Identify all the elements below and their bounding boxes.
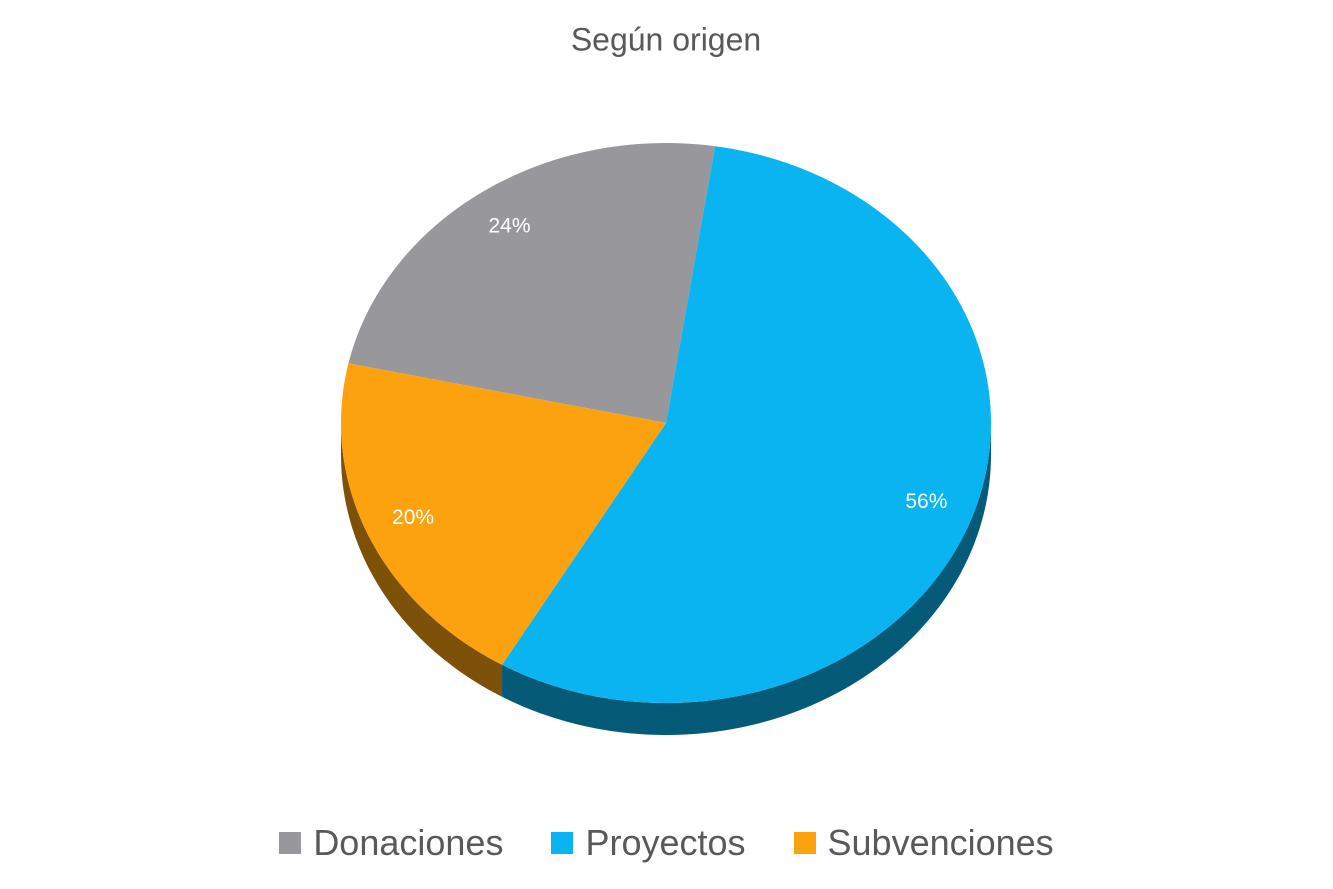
legend-label: Subvenciones (827, 822, 1054, 863)
pie-slice (348, 143, 716, 423)
legend-item: Donaciones (279, 822, 503, 864)
legend-swatch (551, 832, 574, 854)
legend: Donaciones Proyectos Subvenciones (0, 818, 1333, 868)
legend-item: Subvenciones (793, 822, 1054, 864)
pie-slice (502, 146, 991, 703)
pie-side (341, 423, 503, 697)
data-label: 20% (392, 506, 434, 529)
data-label: 24% (489, 214, 531, 237)
legend-label: Donaciones (313, 822, 504, 863)
pie-side (502, 423, 991, 735)
legend-swatch (279, 832, 302, 854)
legend-label: Proyectos (585, 822, 746, 863)
legend-item: Proyectos (551, 822, 746, 864)
data-label: 56% (905, 490, 947, 513)
chart-title: Según origen (571, 21, 761, 57)
pie-slice (341, 363, 666, 665)
legend-swatch (793, 832, 816, 854)
